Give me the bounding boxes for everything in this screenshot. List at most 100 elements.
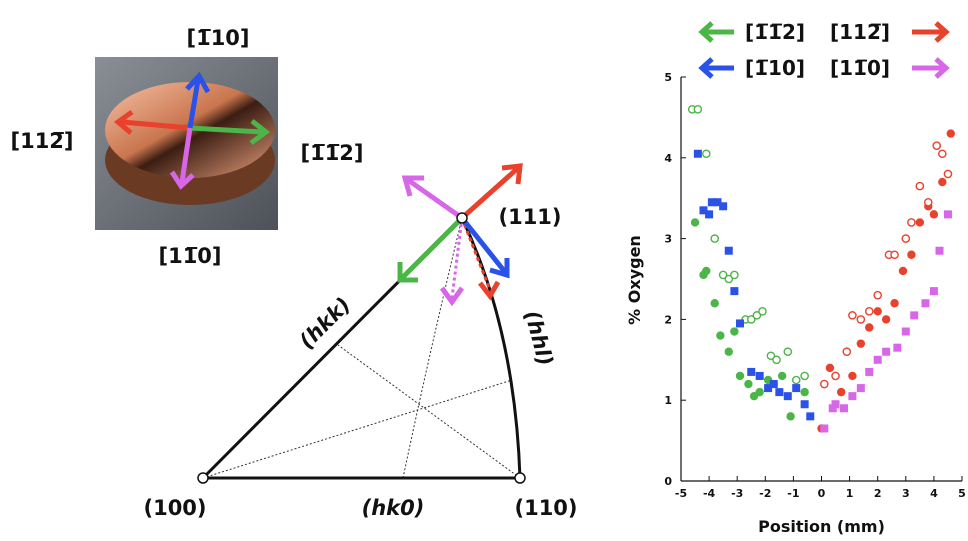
legend-label: [1̅1̅2] [745,20,805,44]
point [874,292,881,299]
point [944,170,951,177]
point [775,388,783,396]
point [857,339,865,347]
point [755,388,763,396]
y-tick-label: 2 [664,313,672,326]
figure: [1̅10] [112̅] [1̅1̅2] [11̅0] (100) (110)… [0,0,968,541]
point [691,218,699,226]
point [744,380,752,388]
point [925,199,932,206]
point [930,210,938,218]
edge-label: (hkk) [295,293,356,354]
legend-label: [112̅] [830,20,890,44]
point [786,412,794,420]
x-tick-label: -5 [675,487,687,500]
direction-label: [112̅] [10,129,73,153]
point [930,287,938,295]
y-tick-label: 1 [664,394,672,407]
point [874,307,882,315]
point [730,287,738,295]
point [893,344,901,352]
page: [1̅10] [112̅] [1̅1̅2] [11̅0] (100) (110)… [0,0,968,541]
arrow [408,180,462,218]
point [938,178,946,186]
point [947,129,955,137]
photo: [1̅10] [112̅] [1̅1̅2] [11̅0] [10,26,363,268]
point [857,316,864,323]
point [806,412,814,420]
point [784,348,791,355]
y-tick-label: 3 [664,233,672,246]
point [711,235,718,242]
point [891,251,898,258]
x-tick-label: -2 [759,487,771,500]
legend-label: [1̅10] [745,56,805,80]
point [848,392,856,400]
point [902,235,909,242]
point [916,182,923,189]
point [890,299,898,307]
direction-label: [1̅1̅2] [300,141,363,165]
point [921,299,929,307]
point [747,368,755,376]
point [910,311,918,319]
vertex-label: (110) [514,496,577,520]
point [882,315,890,323]
x-tick-label: 5 [958,487,966,500]
point [719,202,727,210]
vertex [198,473,208,483]
point [711,299,719,307]
point [770,380,778,388]
point [936,247,944,255]
point [730,327,738,335]
vertex-label: (111) [498,205,561,229]
point [882,348,890,356]
y-tick-label: 4 [664,152,672,165]
point [908,219,915,226]
point [793,376,800,383]
x-tick-label: 1 [846,487,854,500]
y-tick-label: 5 [664,71,672,84]
point [840,404,848,412]
point [849,312,856,319]
x-tick-label: -3 [731,487,743,500]
point [759,308,766,315]
point [933,142,940,149]
vertex [457,213,467,223]
point [731,271,738,278]
vertex-label: (100) [143,496,206,520]
point [857,384,865,392]
point [705,210,713,218]
point [899,267,907,275]
point [792,384,800,392]
point [801,372,808,379]
point [848,372,856,380]
x-tick-label: 4 [930,487,938,500]
point [866,308,873,315]
point [865,323,873,331]
arrow [402,218,462,278]
point [832,372,839,379]
point [826,364,834,372]
point [820,424,828,432]
point [694,150,702,158]
point [821,380,828,387]
point [725,247,733,255]
edge-label: (hhl) [520,308,558,369]
point [702,267,710,275]
point [756,372,764,380]
diagram-arrows [400,166,520,302]
point [801,400,809,408]
point [725,348,733,356]
x-tick-label: 2 [874,487,882,500]
point [944,210,952,218]
y-axis-label: % Oxygen [625,235,644,325]
dotted-line [403,218,462,478]
vertex [515,473,525,483]
direction-label: [11̅0] [158,244,221,268]
x-tick-label: -4 [703,487,716,500]
point [716,331,724,339]
dotted-line [203,380,512,478]
x-tick-label: -1 [787,487,799,500]
point [703,150,710,157]
